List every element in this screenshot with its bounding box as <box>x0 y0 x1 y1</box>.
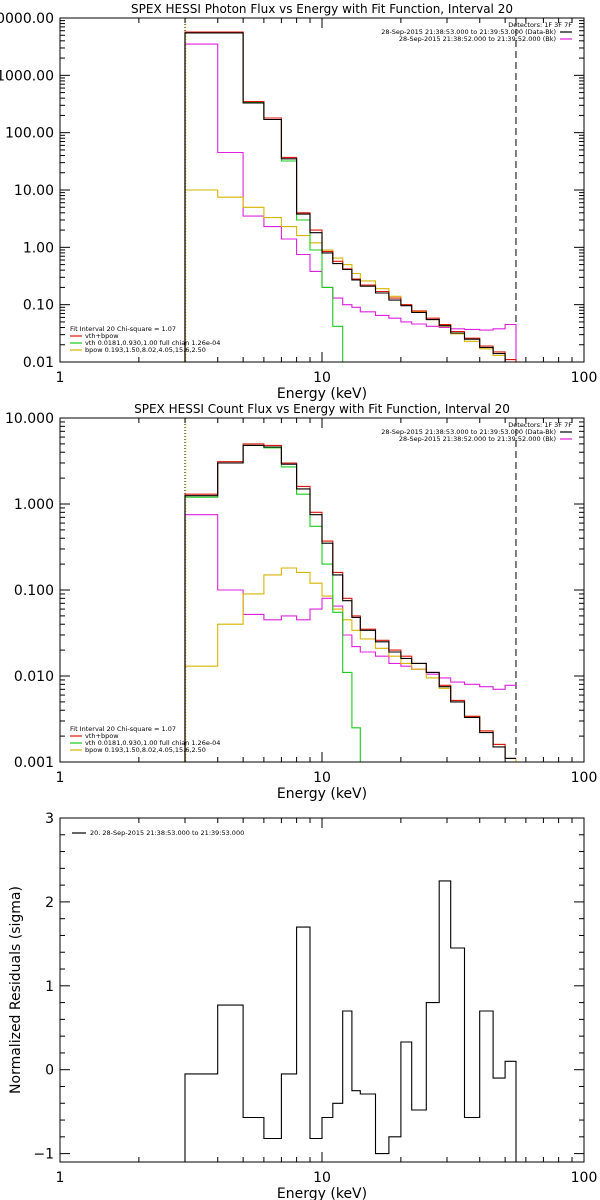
y-tick-label: 10.00 <box>14 183 54 199</box>
series-bpow <box>184 189 506 362</box>
y-axis: 0.001 0.010 0.100 1.000 10.000 <box>5 411 584 771</box>
axes-frame <box>59 817 585 1163</box>
plot-area <box>184 418 517 762</box>
y-tick-label: 0.010 <box>14 669 54 685</box>
y-tick-label: 1 <box>45 979 54 995</box>
legend-top-left: 20. 28-Sep-2015 21:38:53.000 to 21:39:53… <box>72 829 244 837</box>
legend-fit-item: vth+bpow <box>85 732 119 740</box>
chart-title: SPEX HESSI Count Flux vs Energy with Fit… <box>134 402 510 416</box>
axes-frame <box>59 17 585 363</box>
legend-bottom-left: Fit Interval 20 Chi-square = 1.07vth+bpo… <box>70 325 220 354</box>
x-axis: 1 10 100 Energy (keV) <box>56 418 598 802</box>
series-line <box>184 31 344 362</box>
y-tick-label: 100.00 <box>5 126 54 142</box>
x-tick-label: 1 <box>56 1170 65 1186</box>
series-data <box>184 32 517 362</box>
series-line <box>184 444 361 762</box>
series-vth <box>184 444 361 762</box>
legend-fit-item: bpow 0.193,1.50,8.02,4.05,15.6,2.50 <box>85 746 206 754</box>
y-tick-label: −1 <box>33 1147 54 1163</box>
legend-fit-item: vth 0.0181,0.930,1.00 full chian 1.26e-0… <box>85 339 220 347</box>
y-tick-label: 1.000 <box>14 497 54 513</box>
y-tick-label: 0.001 <box>14 755 54 771</box>
legend-detectors: Detectors: 1F 3F 7F <box>508 21 572 29</box>
series-total_fit <box>184 31 517 362</box>
y-tick-label: 0 <box>45 1063 54 1079</box>
series-line <box>184 31 517 362</box>
legend-entry-data: 28-Sep-2015 21:38:53.000 to 21:39:53.000… <box>381 428 556 436</box>
x-tick-label: 10 <box>313 370 331 386</box>
legend-fit-item: vth+bpow <box>85 332 119 340</box>
y-tick-label: 3 <box>45 811 54 827</box>
x-axis-label: Energy (keV) <box>277 1186 367 1200</box>
series-bpow <box>184 567 517 762</box>
chart-panel-3: 1 10 100 Energy (keV) −1 0 1 2 3 Normalized Resid… <box>8 811 597 1200</box>
y-tick-label: 10.000 <box>5 411 54 427</box>
x-tick-label: 10 <box>313 1170 331 1186</box>
series-line <box>184 880 517 1162</box>
legend-bottom-left: Fit Interval 20 Chi-square = 1.07vth+bpo… <box>70 725 220 754</box>
series-line <box>184 444 516 762</box>
legend-fit-header: Fit Interval 20 Chi-square = 1.07 <box>70 725 176 733</box>
x-tick-label: 1 <box>56 770 65 786</box>
legend-residual-entry: 20. 28-Sep-2015 21:38:53.000 to 21:39:53… <box>90 829 244 837</box>
legend-entry-data: 28-Sep-2015 21:38:53.000 to 21:39:53.000… <box>381 28 556 36</box>
chart-panel-2: SPEX HESSI Count Flux vs Energy with Fit… <box>5 402 598 802</box>
plot-area <box>184 18 517 362</box>
legend-fit-item: vth 0.0181,0.930,1.00 full chian 1.26e-0… <box>85 739 220 747</box>
x-tick-label: 1 <box>56 370 65 386</box>
legend-detectors: Detectors: 1F 3F 7F <box>508 421 572 429</box>
y-tick-label: 0.01 <box>23 355 54 371</box>
series-data <box>184 444 516 762</box>
y-tick-label: 1.00 <box>23 240 54 256</box>
x-axis-label: Energy (keV) <box>277 786 367 802</box>
series-total_fit <box>184 443 516 762</box>
x-axis: 1 10 100 Energy (keV) <box>56 818 598 1200</box>
y-tick-label: 10000.00 <box>0 11 54 27</box>
series-vth <box>184 31 344 362</box>
y-tick-label: 1000.00 <box>0 68 54 84</box>
chart-title: SPEX HESSI Photon Flux vs Energy with Fi… <box>131 2 513 16</box>
y-tick-label: 2 <box>45 895 54 911</box>
legend-entry-background: 28-Sep-2015 21:38:52.000 to 21:39:52.000… <box>399 35 556 43</box>
y-axis: −1 0 1 2 3 Normalized Residuals (sigma) <box>8 811 584 1163</box>
series-data <box>184 880 517 1162</box>
series-line <box>184 43 517 362</box>
series-line <box>184 189 506 362</box>
series-line <box>184 567 517 762</box>
series-line <box>184 443 516 762</box>
x-axis: 1 10 100 Energy (keV) <box>56 18 598 402</box>
y-tick-label: 0.10 <box>23 298 54 314</box>
legend-fit-header: Fit Interval 20 Chi-square = 1.07 <box>70 325 176 333</box>
series-line <box>184 32 517 362</box>
plot-area <box>184 880 517 1162</box>
x-tick-label: 100 <box>571 1170 598 1186</box>
x-tick-label: 100 <box>571 770 598 786</box>
series-background <box>184 514 516 762</box>
y-axis-label: Normalized Residuals (sigma) <box>8 886 24 1094</box>
x-axis-label: Energy (keV) <box>277 386 367 402</box>
legend-entry-background: 28-Sep-2015 21:38:52.000 to 21:39:52.000… <box>399 435 556 443</box>
y-axis: 0.01 0.10 1.00 10.00 100.00 1000.00 10000.00 <box>0 11 584 371</box>
x-tick-label: 10 <box>313 770 331 786</box>
legend-fit-item: bpow 0.193,1.50,8.02,4.05,15.6,2.50 <box>85 346 206 354</box>
chart-panel-1: SPEX HESSI Photon Flux vs Energy with Fi… <box>0 2 598 402</box>
x-tick-label: 100 <box>571 370 598 386</box>
y-tick-label: 0.100 <box>14 583 54 599</box>
series-line <box>184 514 516 762</box>
series-background <box>184 43 517 362</box>
